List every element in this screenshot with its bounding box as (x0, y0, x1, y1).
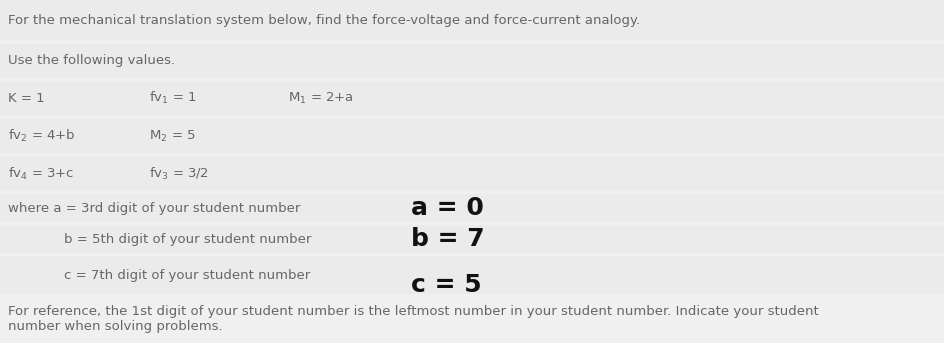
Text: K = 1: K = 1 (8, 92, 44, 105)
Text: where a = 3rd digit of your student number: where a = 3rd digit of your student numb… (8, 202, 299, 215)
Text: c = 7th digit of your student number: c = 7th digit of your student number (64, 269, 311, 282)
FancyBboxPatch shape (0, 194, 944, 222)
Text: Use the following values.: Use the following values. (8, 54, 175, 67)
Text: $\mathregular{M_1}$ = 2+a: $\mathregular{M_1}$ = 2+a (288, 91, 354, 106)
Text: b = 5th digit of your student number: b = 5th digit of your student number (64, 233, 312, 246)
FancyBboxPatch shape (0, 0, 944, 40)
Text: $\mathregular{fv_1}$ = 1: $\mathregular{fv_1}$ = 1 (149, 91, 196, 106)
Text: $\mathregular{fv_3}$ = 3/2: $\mathregular{fv_3}$ = 3/2 (149, 166, 209, 182)
Text: $\mathregular{fv_4}$ = 3+c: $\mathregular{fv_4}$ = 3+c (8, 166, 74, 182)
Text: a = 0: a = 0 (411, 196, 483, 220)
FancyBboxPatch shape (0, 81, 944, 116)
Text: $\mathregular{fv_2}$ = 4+b: $\mathregular{fv_2}$ = 4+b (8, 128, 76, 144)
FancyBboxPatch shape (0, 119, 944, 153)
Text: For the mechanical translation system below, find the force-voltage and force-cu: For the mechanical translation system be… (8, 14, 639, 26)
FancyBboxPatch shape (0, 157, 944, 191)
Text: $\mathregular{M_2}$ = 5: $\mathregular{M_2}$ = 5 (149, 129, 195, 144)
Text: For reference, the 1st digit of your student number is the leftmost number in yo: For reference, the 1st digit of your stu… (8, 305, 818, 333)
Text: c = 5: c = 5 (411, 273, 481, 297)
FancyBboxPatch shape (0, 225, 944, 253)
FancyBboxPatch shape (0, 44, 944, 78)
Text: b = 7: b = 7 (411, 227, 484, 251)
FancyBboxPatch shape (0, 256, 944, 294)
